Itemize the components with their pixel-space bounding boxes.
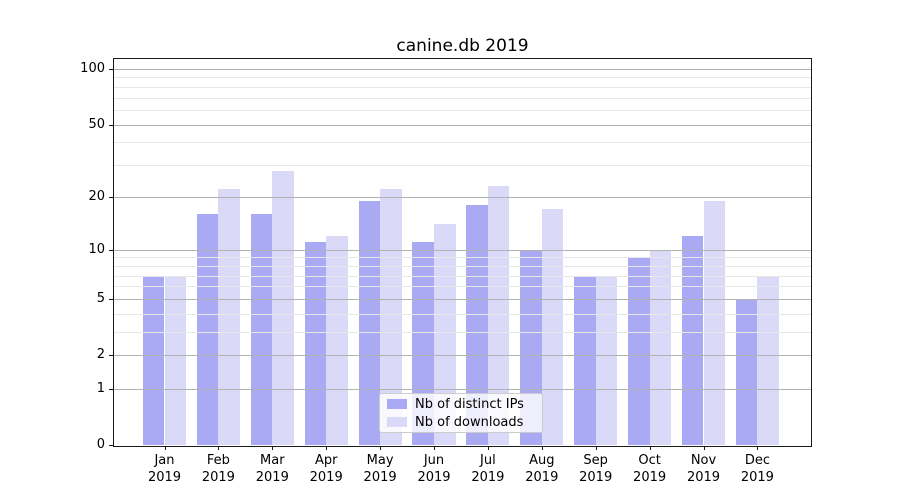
y-tick-50 [109, 124, 113, 126]
y-tick-label-50: 50 [88, 116, 105, 132]
bar-nb-of-distinct-ips-jan [142, 275, 165, 445]
bar-nb-of-downloads-may [380, 189, 402, 445]
x-tick-label-dec: Dec 2019 [740, 453, 774, 485]
legend: Nb of distinct IPs Nb of downloads [379, 393, 543, 433]
bar-nb-of-downloads-jul [487, 185, 510, 445]
bar-nb-of-distinct-ips-oct [628, 257, 650, 445]
gridline-major-1 [114, 388, 811, 390]
bar-nb-of-distinct-ips-sep [574, 275, 596, 445]
y-tick-label-0: 0 [96, 437, 105, 452]
x-tick-feb [218, 446, 220, 450]
x-tick-label-may: May 2019 [363, 453, 397, 485]
gridline-minor-90 [114, 77, 811, 79]
y-tick-0 [109, 445, 113, 446]
x-tick-oct [649, 446, 651, 450]
gridline-minor-6 [114, 286, 811, 288]
bar-nb-of-distinct-ips-mar [250, 214, 273, 445]
y-tick-10 [109, 249, 113, 251]
y-tick-20 [109, 196, 113, 198]
y-tick-label-2: 2 [96, 347, 105, 363]
gridline-major-2 [114, 355, 811, 357]
chart-title: canine.db 2019 [396, 36, 529, 56]
x-tick-aug [541, 446, 543, 450]
y-tick-100 [109, 68, 113, 70]
x-tick-label-apr: Apr 2019 [309, 453, 343, 485]
x-tick-label-oct: Oct 2019 [633, 453, 667, 485]
x-tick-label-mar: Mar 2019 [255, 453, 289, 485]
gridline-minor-7 [114, 275, 811, 277]
plot-area [113, 58, 812, 447]
gridline-minor-70 [114, 97, 811, 99]
bar-nb-of-downloads-nov [703, 200, 726, 445]
y-tick-label-1: 1 [96, 380, 105, 396]
x-tick-label-aug: Aug 2019 [525, 453, 559, 485]
gridline-minor-60 [114, 109, 811, 111]
y-tick-label-20: 20 [88, 188, 105, 204]
y-tick-2 [109, 355, 113, 357]
legend-label-distinct-ips: Nb of distinct IPs [415, 396, 524, 412]
bar-nb-of-downloads-oct [649, 249, 672, 445]
x-tick-may [380, 446, 382, 450]
x-tick-label-jul: Jul 2019 [471, 453, 505, 485]
legend-swatch-distinct-ips [387, 399, 407, 409]
gridline-minor-4 [114, 313, 811, 315]
x-tick-nov [703, 446, 705, 450]
gridline-minor-8 [114, 265, 811, 267]
x-tick-label-sep: Sep 2019 [579, 453, 613, 485]
gridline-major-10 [114, 249, 811, 251]
legend-label-downloads: Nb of downloads [415, 414, 524, 430]
bar-nb-of-distinct-ips-apr [304, 242, 327, 445]
x-tick-label-jun: Jun 2019 [417, 453, 451, 485]
x-tick-label-jan: Jan 2019 [147, 453, 182, 485]
gridline-minor-3 [114, 332, 811, 334]
y-tick-5 [109, 298, 113, 300]
bar-nb-of-downloads-apr [326, 235, 348, 445]
legend-swatch-downloads [387, 417, 407, 427]
y-tick-label-5: 5 [96, 290, 105, 306]
x-tick-jan [164, 446, 166, 450]
x-tick-sep [595, 446, 597, 450]
x-tick-jun [434, 446, 435, 450]
bar-nb-of-distinct-ips-nov [681, 235, 704, 445]
bar-nb-of-distinct-ips-jul [466, 205, 488, 445]
bar-nb-of-distinct-ips-feb [196, 214, 219, 445]
gridline-minor-30 [114, 165, 811, 167]
gridline-minor-40 [114, 142, 811, 144]
gridline-major-50 [114, 124, 811, 126]
y-tick-label-10: 10 [88, 241, 105, 257]
bar-nb-of-downloads-aug [541, 209, 564, 445]
gridline-major-20 [114, 196, 811, 198]
x-tick-dec [757, 446, 759, 450]
bar-nb-of-downloads-mar [272, 170, 294, 445]
bar-nb-of-distinct-ips-dec [735, 298, 758, 445]
x-tick-label-nov: Nov 2019 [686, 453, 721, 485]
bar-nb-of-downloads-sep [595, 275, 618, 445]
legend-entry-downloads: Nb of downloads [387, 415, 542, 430]
x-tick-mar [272, 446, 274, 450]
x-tick-apr [326, 446, 328, 450]
gridline-major-100 [114, 68, 811, 70]
x-tick-jul [487, 446, 489, 450]
bar-nb-of-downloads-jun [434, 224, 456, 445]
y-tick-label-100: 100 [80, 60, 105, 76]
legend-entry-distinct-ips: Nb of distinct IPs [387, 397, 542, 412]
bar-nb-of-downloads-feb [218, 189, 240, 445]
bar-nb-of-downloads-dec [757, 275, 779, 445]
x-tick-label-feb: Feb 2019 [201, 453, 235, 485]
gridline-minor-9 [114, 257, 811, 259]
y-tick-1 [109, 388, 113, 390]
gridline-minor-80 [114, 86, 811, 88]
bar-nb-of-distinct-ips-may [358, 200, 381, 445]
bar-nb-of-downloads-jan [164, 275, 187, 445]
gridline-major-5 [114, 298, 811, 300]
